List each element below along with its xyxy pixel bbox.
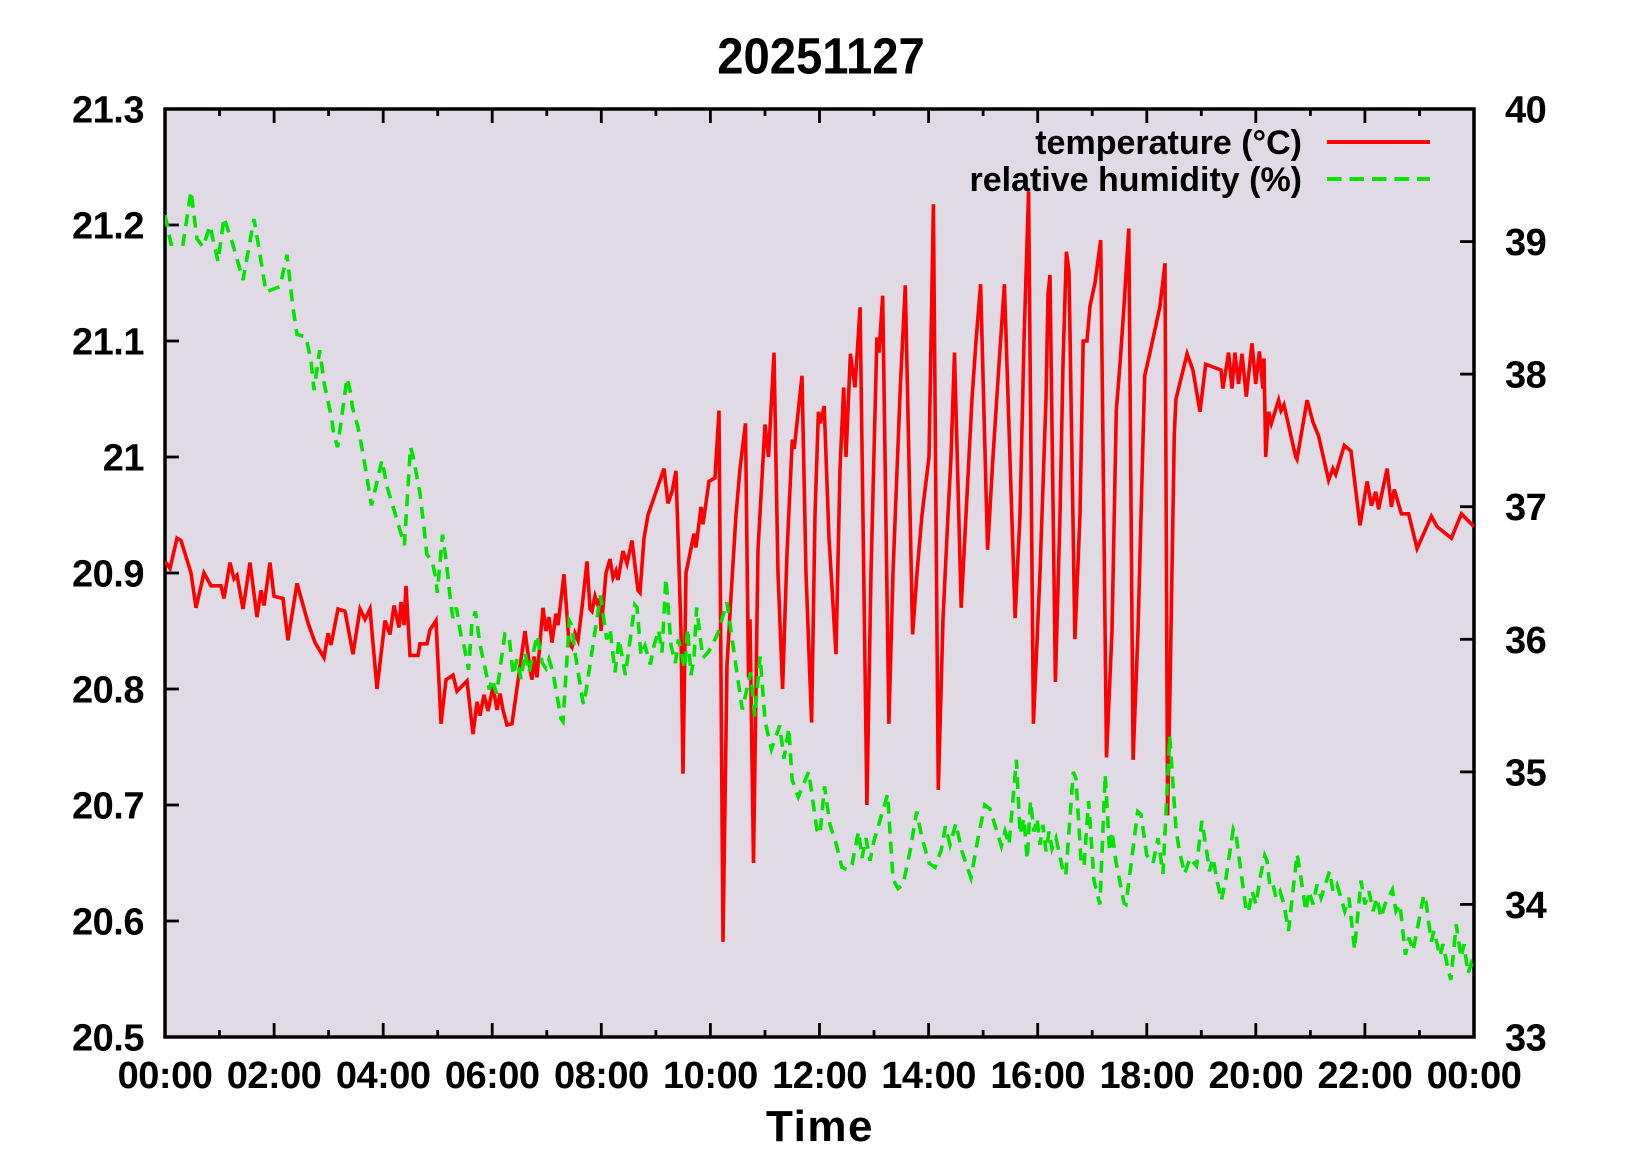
svg-text:20.9: 20.9 — [72, 554, 144, 596]
svg-text:relative humidity (%): relative humidity (%) — [969, 161, 1302, 199]
svg-text:20.6: 20.6 — [72, 902, 144, 944]
svg-text:20:00: 20:00 — [1208, 1055, 1303, 1097]
svg-text:20251127: 20251127 — [717, 29, 924, 85]
svg-text:21: 21 — [103, 438, 145, 480]
svg-text:21.1: 21.1 — [72, 322, 144, 364]
svg-text:temperature (°C): temperature (°C) — [1035, 124, 1302, 162]
svg-text:08:00: 08:00 — [554, 1055, 649, 1097]
svg-text:14:00: 14:00 — [881, 1055, 976, 1097]
svg-text:18:00: 18:00 — [1099, 1055, 1194, 1097]
svg-text:20.7: 20.7 — [72, 786, 144, 828]
svg-text:21.3: 21.3 — [72, 90, 144, 132]
svg-text:Time: Time — [766, 1102, 874, 1151]
svg-text:10:00: 10:00 — [663, 1055, 758, 1097]
svg-text:04:00: 04:00 — [336, 1055, 431, 1097]
svg-text:00:00: 00:00 — [118, 1055, 213, 1097]
svg-text:20.5: 20.5 — [72, 1018, 144, 1060]
svg-text:37: 37 — [1505, 487, 1546, 529]
svg-text:40: 40 — [1505, 90, 1546, 132]
svg-text:20.8: 20.8 — [72, 670, 144, 712]
svg-text:33: 33 — [1505, 1018, 1546, 1060]
svg-text:21.2: 21.2 — [72, 206, 144, 248]
svg-text:06:00: 06:00 — [445, 1055, 540, 1097]
svg-text:34: 34 — [1505, 885, 1547, 927]
svg-text:00:00: 00:00 — [1427, 1055, 1522, 1097]
svg-text:02:00: 02:00 — [227, 1055, 322, 1097]
svg-text:12:00: 12:00 — [772, 1055, 867, 1097]
svg-text:35: 35 — [1505, 752, 1547, 794]
svg-text:22:00: 22:00 — [1318, 1055, 1413, 1097]
svg-text:38: 38 — [1505, 355, 1546, 397]
svg-text:16:00: 16:00 — [990, 1055, 1085, 1097]
svg-text:36: 36 — [1505, 620, 1546, 662]
svg-text:39: 39 — [1505, 222, 1546, 264]
